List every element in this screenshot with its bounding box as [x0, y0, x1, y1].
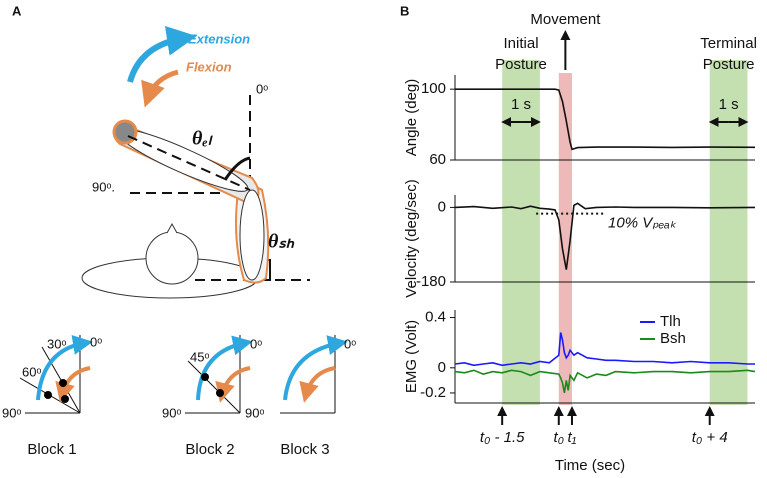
y-axis-title: EMG (Volt) [403, 320, 420, 393]
block-name: Block 3 [280, 441, 329, 458]
region-label: Posture [495, 56, 547, 73]
angle-label: 45ᵒ [190, 349, 209, 364]
shaded-region [558, 73, 572, 405]
region-label: Movement [530, 11, 601, 28]
y-tick-label: 100 [421, 80, 446, 97]
y-tick-label: -180 [416, 273, 446, 290]
legend-label: Tlh [660, 313, 681, 330]
region-label: Initial [504, 35, 539, 52]
y-axis-title: Velocity (deg/sec) [403, 179, 420, 297]
angle-label: 60ᵒ [22, 364, 41, 379]
regions: Initial Posture 1 s Movement Terminal Posture… [495, 11, 757, 405]
y-tick-label: 0 [438, 198, 446, 215]
region-label: Terminal [700, 35, 757, 52]
x-tick-label: t₁ [568, 429, 577, 446]
block-1: 30ᵒ 60ᵒ 0ᵒ 90ᵒ Block 1 [2, 334, 102, 458]
series-line [454, 369, 756, 394]
series-line [455, 88, 756, 151]
angle-label: 0ᵒ [256, 81, 268, 96]
angle-label: 90ᵒ [245, 405, 264, 420]
panel-a: A Extension Flexion θₑₗ θₛₕ 0ᵒ 90ᵒ. 30ᵒ … [2, 3, 356, 458]
angle-label: 90ᵒ. [92, 179, 115, 194]
region-label: Posture [703, 56, 755, 73]
panel-label: A [12, 3, 22, 18]
angle-label: 90ᵒ [2, 405, 21, 420]
panel-label: B [400, 3, 409, 18]
flexion-arrow [141, 69, 179, 108]
elbow-arc [223, 156, 251, 181]
angle-label: 0ᵒ [250, 336, 262, 351]
x-tick-label: t₀ [554, 429, 565, 446]
extension-label: Extension [188, 31, 250, 46]
y-tick-label: 60 [429, 151, 446, 168]
y-tick-label: -0.2 [420, 384, 446, 401]
legend-label: Bsh [660, 330, 686, 347]
hand [112, 119, 138, 145]
charts: Angle (deg) 60 100 Velocity (deg/sec)-180 0 1… [403, 75, 756, 446]
x-tick-label: t₀ + 4 [692, 429, 728, 446]
upper-arm-outline [239, 189, 265, 281]
duration-label: 1 s [719, 96, 739, 113]
angle-label: 90ᵒ [162, 405, 181, 420]
head [145, 231, 199, 285]
series-line [454, 332, 755, 367]
block-name: Block 1 [27, 441, 76, 458]
elbow-angle: θₑₗ [192, 128, 213, 150]
y-tick-label: 0 [438, 359, 446, 376]
extension-arrow [127, 25, 197, 83]
forearm-axis [127, 135, 251, 191]
x-tick-label: t₀ - 1.5 [480, 429, 525, 446]
y-axis-title: Angle (deg) [403, 79, 420, 157]
duration-label: 1 s [511, 96, 531, 113]
block-2: 45ᵒ 0ᵒ 90ᵒ Block 2 [162, 335, 262, 458]
shoulder-angle: θₛₕ [268, 231, 295, 253]
x-axis-title: Time (sec) [555, 457, 625, 474]
angle-label: 30ᵒ [47, 336, 66, 351]
y-tick-label: 0.4 [425, 309, 446, 326]
block-name: Block 2 [185, 441, 234, 458]
flexion-label: Flexion [186, 59, 232, 74]
angle-label: 0ᵒ [90, 334, 102, 349]
nose [166, 222, 178, 234]
block-3: 0ᵒ 90ᵒ Block 3 [245, 335, 356, 458]
angle-label: 0ᵒ [344, 336, 356, 351]
series-line [454, 202, 756, 270]
threshold-label: 10% Vₚₑₐₖ [608, 215, 677, 232]
